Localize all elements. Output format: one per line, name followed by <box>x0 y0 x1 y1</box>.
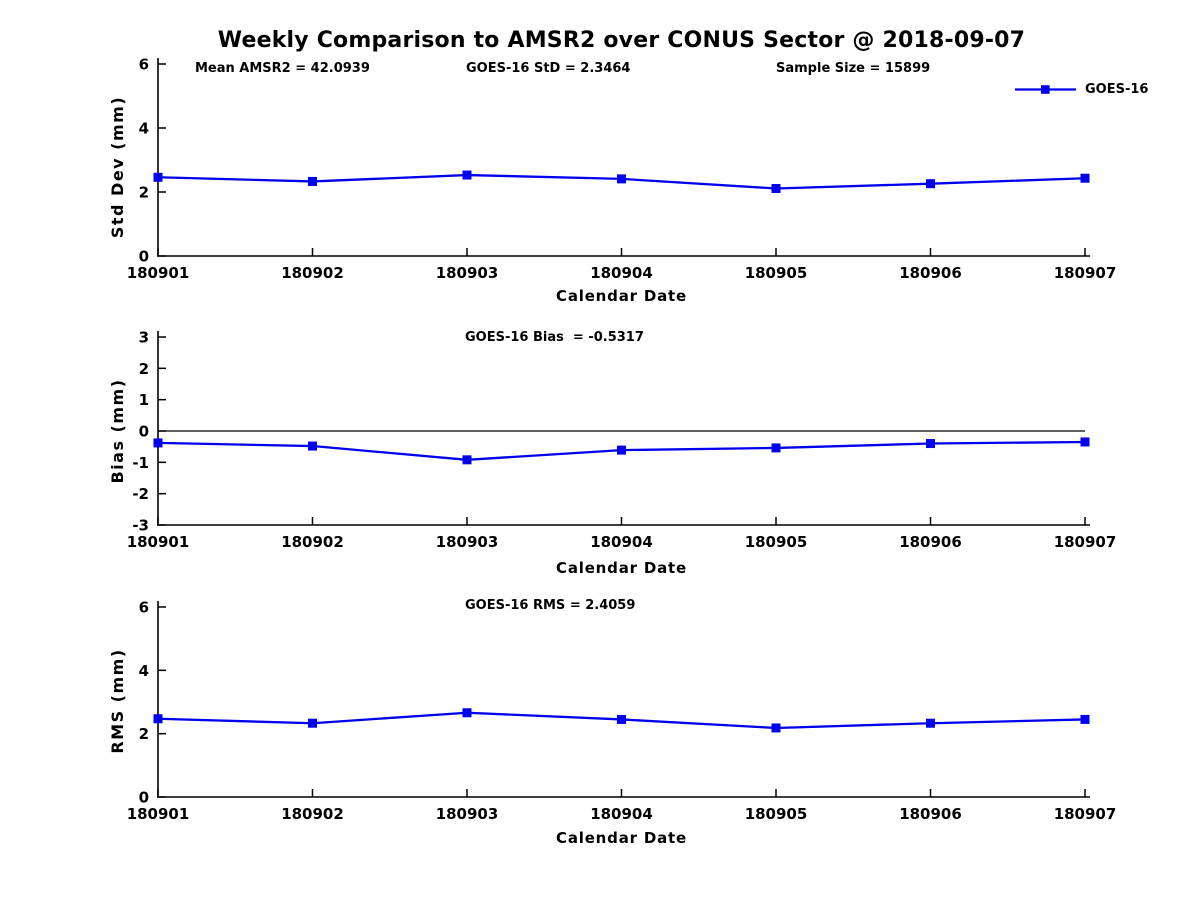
rms-x-tick-label: 180905 <box>745 805 808 823</box>
stddev-x-axis-label: Calendar Date <box>556 287 687 305</box>
annotation-mean-amsr2: Mean AMSR2 = 42.0939 <box>195 61 370 76</box>
bias-x-tick-label: 180901 <box>127 533 190 551</box>
rms-x-tick-label: 180907 <box>1054 805 1117 823</box>
bias-y-tick-label: 1 <box>139 391 149 409</box>
std-dev-data-point-marker <box>1080 173 1090 183</box>
rms-data-point-marker <box>462 708 472 718</box>
std-dev-data-point-marker <box>153 172 163 182</box>
std-dev-y-tick-label: 2 <box>139 184 149 202</box>
rms-data-point-marker <box>617 714 626 724</box>
bias-data-point-marker <box>926 439 935 449</box>
std-dev-x-tick-label: 180907 <box>1054 264 1117 282</box>
bias-x-tick-label: 180906 <box>899 533 962 551</box>
std-dev-x-tick-label: 180903 <box>436 264 499 282</box>
rms-y-tick-label: 4 <box>139 662 149 680</box>
annotation-sample-size: Sample Size = 15899 <box>776 61 931 76</box>
std-dev-x-tick-label: 180906 <box>899 264 962 282</box>
std-dev-x-tick-label: 180902 <box>281 264 344 282</box>
rms-data-point-marker <box>771 723 781 733</box>
rms-data-point-marker <box>1080 714 1090 724</box>
bias-x-tick-label: 180905 <box>745 533 808 551</box>
rms-x-axis-label: Calendar Date <box>556 829 687 847</box>
std-dev-y-tick-label: 0 <box>139 248 149 266</box>
rms-data-point-marker <box>153 714 163 724</box>
bias-y-tick-label: -2 <box>132 485 149 503</box>
bias-x-axis-label: Calendar Date <box>556 559 687 577</box>
bias-y-tick-label: 0 <box>139 423 149 441</box>
bias-data-point-marker <box>1080 437 1090 447</box>
std-dev-y-tick-label: 4 <box>139 120 149 138</box>
std-dev-x-tick-label: 180905 <box>745 264 808 282</box>
rms-x-tick-label: 180904 <box>590 805 653 823</box>
legend-swatch <box>1015 85 1076 94</box>
rms-chart-title: GOES-16 RMS = 2.4059 <box>465 598 636 613</box>
std-dev-x-tick-label: 180904 <box>590 264 653 282</box>
rms-y-tick-label: 0 <box>139 789 149 807</box>
bias-y-tick-label: -3 <box>132 517 149 535</box>
bias-x-tick-label: 180904 <box>590 533 653 551</box>
std-dev-data-point-marker <box>462 170 472 180</box>
std-dev-y-tick-label: 6 <box>139 56 149 74</box>
bias-data-point-marker <box>617 445 626 455</box>
bias-x-tick-label: 180907 <box>1054 533 1117 551</box>
bias-y-tick-label: 3 <box>139 329 149 347</box>
std-dev-data-point-marker <box>771 183 781 193</box>
annotation-goes16-std: GOES-16 StD = 2.3464 <box>466 61 631 76</box>
rms-data-point-marker <box>926 718 935 728</box>
rms-x-tick-label: 180902 <box>281 805 344 823</box>
legend-label: GOES-16 <box>1085 82 1149 97</box>
std-dev-x-tick-label: 180901 <box>127 264 190 282</box>
bias-y-tick-label: 2 <box>139 360 149 378</box>
std-dev-data-point-marker <box>308 176 317 186</box>
rms-data-point-marker <box>308 718 317 728</box>
bias-data-point-marker <box>771 443 781 453</box>
bias-data-point-marker <box>153 438 163 448</box>
bias-data-point-marker <box>462 455 472 465</box>
legend-marker-sample <box>1041 85 1050 94</box>
rms-x-tick-label: 180903 <box>436 805 499 823</box>
rms-y-tick-label: 2 <box>139 725 149 743</box>
legend: GOES-16 <box>1014 81 1148 98</box>
rms-y-tick-label: 6 <box>139 599 149 617</box>
figure-title: Weekly Comparison to AMSR2 over CONUS Se… <box>217 28 1026 53</box>
bias-x-tick-label: 180903 <box>436 533 499 551</box>
rms-x-tick-label: 180901 <box>127 805 190 823</box>
rms-x-tick-label: 180906 <box>899 805 962 823</box>
bias-data-point-marker <box>308 441 317 451</box>
std-dev-data-point-marker <box>926 179 935 189</box>
bias-y-tick-label: -1 <box>132 454 149 472</box>
bias-chart-title: GOES-16 Bias = -0.5317 <box>465 330 644 345</box>
std-dev-data-point-marker <box>617 174 626 184</box>
bias-x-tick-label: 180902 <box>281 533 344 551</box>
